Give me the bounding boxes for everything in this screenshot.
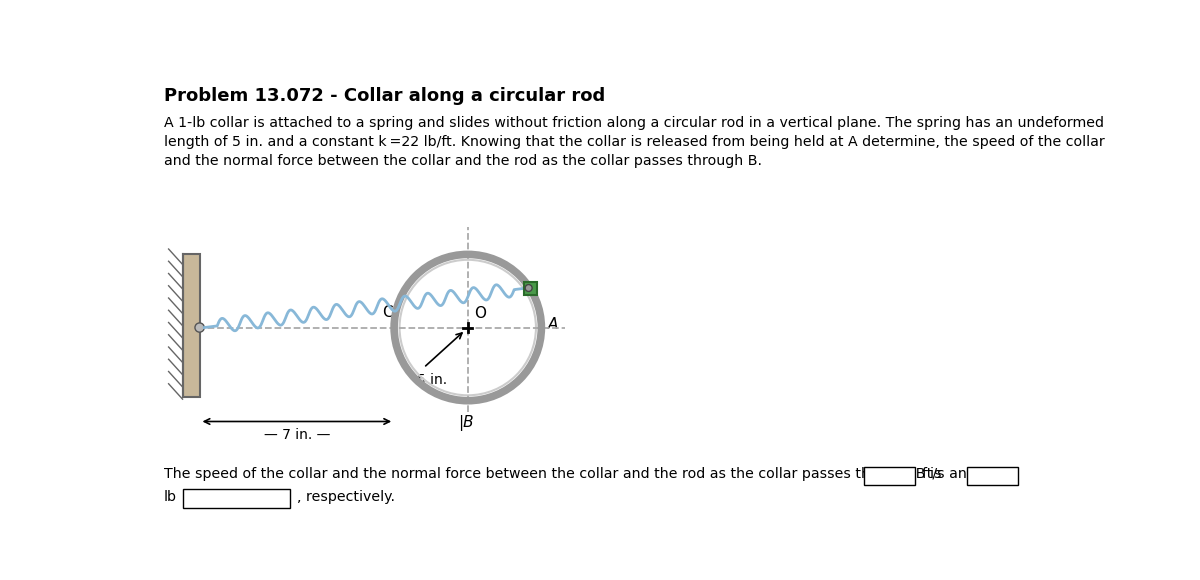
Text: C: C — [382, 305, 392, 320]
Text: lb: lb — [164, 490, 176, 503]
Text: Problem 13.072 - Collar along a circular rod: Problem 13.072 - Collar along a circular… — [164, 86, 605, 104]
Circle shape — [526, 285, 532, 292]
Text: A 1-lb collar is attached to a spring and slides without friction along a circul: A 1-lb collar is attached to a spring an… — [164, 116, 1104, 130]
Text: A: A — [547, 317, 558, 332]
Text: , respectively.: , respectively. — [296, 490, 395, 503]
Bar — [966, 467, 1018, 485]
Circle shape — [194, 323, 204, 332]
Bar — [182, 255, 199, 397]
Text: 5 in.: 5 in. — [418, 373, 448, 387]
Bar — [864, 467, 916, 485]
Bar — [184, 490, 290, 508]
Text: length of 5 in. and a constant k =22 lb/ft. Knowing that the collar is released : length of 5 in. and a constant k =22 lb/… — [164, 135, 1105, 149]
Text: Click to select): Click to select) — [190, 490, 289, 503]
Text: and the normal force between the collar and the rod as the collar passes through: and the normal force between the collar … — [164, 154, 762, 168]
Text: ft/s and: ft/s and — [922, 467, 976, 481]
Text: ∨: ∨ — [277, 490, 286, 503]
Text: The speed of the collar and the normal force between the collar and the rod as t: The speed of the collar and the normal f… — [164, 467, 942, 481]
Text: — 7 in. —: — 7 in. — — [264, 427, 330, 441]
Bar — [523, 282, 536, 295]
Text: O: O — [474, 306, 486, 321]
Text: |B: |B — [458, 415, 474, 430]
